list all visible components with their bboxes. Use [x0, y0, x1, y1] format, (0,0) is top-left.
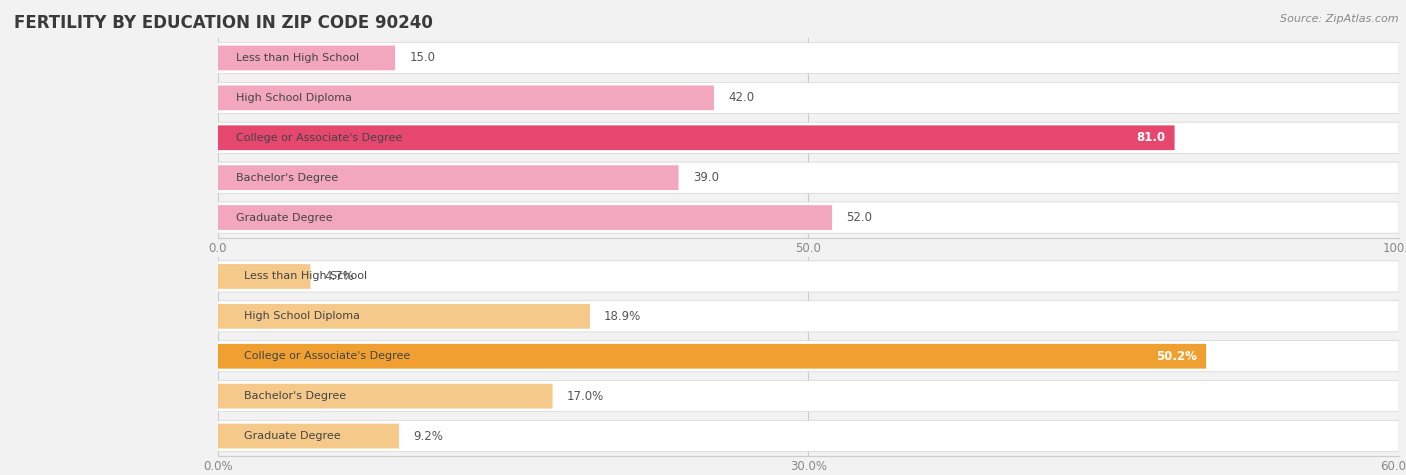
Text: Graduate Degree: Graduate Degree	[243, 431, 340, 441]
Text: 42.0: 42.0	[728, 91, 754, 104]
FancyBboxPatch shape	[218, 162, 1399, 193]
Text: 52.0: 52.0	[846, 211, 872, 224]
FancyBboxPatch shape	[218, 42, 1399, 74]
FancyBboxPatch shape	[218, 344, 1206, 369]
Text: Bachelor's Degree: Bachelor's Degree	[236, 172, 337, 183]
Text: 15.0: 15.0	[409, 51, 436, 65]
Text: College or Associate's Degree: College or Associate's Degree	[236, 133, 402, 143]
FancyBboxPatch shape	[218, 380, 1399, 412]
Text: High School Diploma: High School Diploma	[243, 311, 360, 322]
FancyBboxPatch shape	[218, 420, 1399, 452]
Text: 50.2%: 50.2%	[1156, 350, 1197, 363]
Text: Bachelor's Degree: Bachelor's Degree	[243, 391, 346, 401]
FancyBboxPatch shape	[218, 424, 399, 448]
Text: Source: ZipAtlas.com: Source: ZipAtlas.com	[1281, 14, 1399, 24]
FancyBboxPatch shape	[218, 82, 1399, 114]
FancyBboxPatch shape	[218, 46, 395, 70]
Text: FERTILITY BY EDUCATION IN ZIP CODE 90240: FERTILITY BY EDUCATION IN ZIP CODE 90240	[14, 14, 433, 32]
FancyBboxPatch shape	[218, 205, 832, 230]
FancyBboxPatch shape	[218, 384, 553, 408]
FancyBboxPatch shape	[218, 261, 1399, 292]
Text: 39.0: 39.0	[693, 171, 718, 184]
Text: 9.2%: 9.2%	[413, 429, 443, 443]
Text: 4.7%: 4.7%	[325, 270, 354, 283]
FancyBboxPatch shape	[218, 304, 591, 329]
Text: Graduate Degree: Graduate Degree	[236, 212, 332, 223]
FancyBboxPatch shape	[218, 301, 1399, 332]
Text: High School Diploma: High School Diploma	[236, 93, 352, 103]
Text: 18.9%: 18.9%	[605, 310, 641, 323]
Text: Less than High School: Less than High School	[236, 53, 359, 63]
Text: 17.0%: 17.0%	[567, 390, 605, 403]
FancyBboxPatch shape	[218, 165, 679, 190]
FancyBboxPatch shape	[218, 122, 1399, 153]
FancyBboxPatch shape	[218, 125, 1174, 150]
FancyBboxPatch shape	[218, 341, 1399, 372]
FancyBboxPatch shape	[218, 202, 1399, 233]
FancyBboxPatch shape	[218, 264, 311, 289]
FancyBboxPatch shape	[218, 86, 714, 110]
Text: College or Associate's Degree: College or Associate's Degree	[243, 351, 409, 361]
Text: Less than High School: Less than High School	[243, 271, 367, 282]
Text: 81.0: 81.0	[1136, 131, 1166, 144]
